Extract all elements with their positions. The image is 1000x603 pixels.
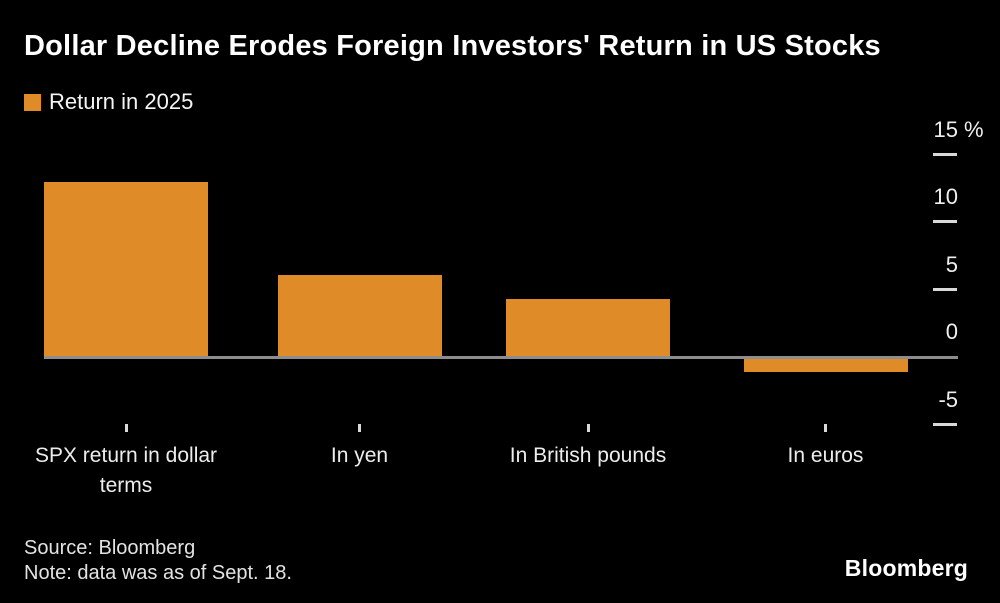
y-tick-mark-15 — [933, 152, 957, 156]
category-label-2: In British pounds — [509, 444, 667, 467]
x-tick-mark-1 — [358, 424, 361, 432]
y-tick-mark-5 — [933, 287, 957, 291]
category-label-1: In yen — [330, 444, 389, 467]
bar-2 — [506, 299, 670, 356]
footer: Source: Bloomberg Note: data was as of S… — [24, 536, 292, 586]
y-tick-label-5: 5 — [945, 251, 958, 277]
legend-swatch-icon — [24, 93, 41, 111]
bar-0 — [44, 181, 208, 356]
y-tick-mark--5 — [933, 422, 957, 426]
legend-label: Return in 2025 — [49, 89, 194, 114]
x-tick-mark-0 — [124, 424, 128, 432]
bar-1 — [277, 275, 442, 356]
chart-title: Dollar Decline Erodes Foreign Investors'… — [24, 30, 881, 62]
y-axis-unit: % — [964, 117, 984, 142]
category-label-0: SPX return in dollar terms — [34, 444, 218, 497]
bar-3 — [743, 358, 908, 372]
x-tick-mark-3 — [824, 424, 827, 432]
legend: Return in 2025 — [24, 89, 193, 115]
category-label-3: In euros — [787, 444, 864, 467]
bloomberg-logo: Bloomberg — [844, 555, 968, 581]
source-text: Source: Bloomberg — [24, 537, 196, 559]
zero-axis-line — [44, 355, 958, 359]
note-text: Note: data was as of Sept. 18. — [24, 562, 292, 584]
x-tick-mark-2 — [586, 424, 590, 432]
y-tick-label-15: 15 — [933, 116, 958, 142]
y-tick-label--5: -5 — [938, 386, 958, 412]
y-tick-label-0: 0 — [945, 319, 958, 344]
y-tick-mark-10 — [933, 220, 957, 223]
y-tick-label-10: 10 — [933, 184, 958, 209]
